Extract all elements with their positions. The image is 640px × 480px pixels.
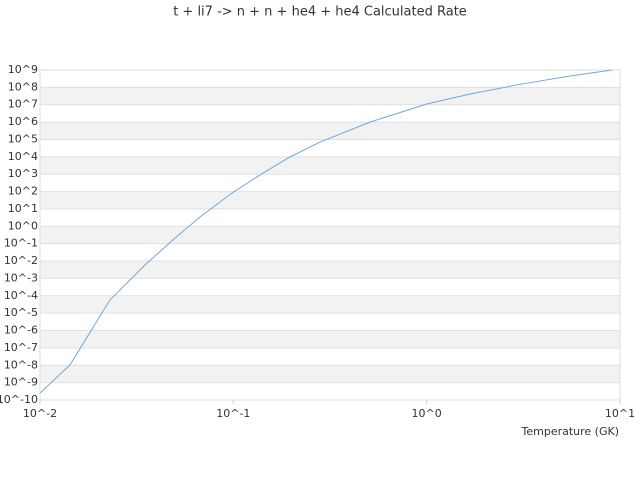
x-axis-label: Temperature (GK) <box>521 425 620 438</box>
grid-band <box>40 261 620 279</box>
y-tick-label: 10^7 <box>8 98 38 111</box>
y-tick-label: 10^9 <box>8 63 38 76</box>
y-tick-label: 10^-10 <box>0 393 38 406</box>
y-tick-label: 10^-6 <box>4 324 38 337</box>
y-tick-label: 10^-1 <box>4 237 38 250</box>
y-tick-label: 10^2 <box>8 185 38 198</box>
x-tick-label: 10^-2 <box>23 407 57 420</box>
x-tick-label: 10^0 <box>412 407 442 420</box>
y-tick-label: 10^0 <box>8 219 38 232</box>
data-line <box>39 69 613 394</box>
grid-band <box>40 365 620 383</box>
plot-frame <box>39 69 621 401</box>
y-tick-label: 10^-5 <box>4 306 38 319</box>
y-tick-label: 10^-9 <box>4 376 38 389</box>
y-tick-label: 10^8 <box>8 80 38 93</box>
grid-band <box>40 156 620 175</box>
y-tick-label: 10^-3 <box>4 271 38 284</box>
grid-band <box>40 87 620 105</box>
y-tick-label: 10^5 <box>8 132 38 145</box>
y-tick-label: 10^-4 <box>4 289 38 302</box>
y-tick-label: 10^-8 <box>4 358 38 371</box>
y-tick-label: 10^-2 <box>4 254 38 267</box>
grid-band <box>40 295 620 314</box>
grid-band <box>40 191 620 209</box>
x-tick-label: 10^1 <box>605 407 635 420</box>
y-tick-label: 10^4 <box>8 150 38 163</box>
y-tick-label: 10^6 <box>8 115 38 128</box>
grid-band <box>40 122 620 140</box>
x-tick-label: 10^-1 <box>216 407 250 420</box>
chart-title: t + li7 -> n + n + he4 + he4 Calculated … <box>173 5 467 20</box>
y-tick-label: 10^3 <box>8 167 38 180</box>
grid-band <box>40 330 620 348</box>
y-tick-label: 10^1 <box>8 202 38 215</box>
grid-band <box>40 226 620 244</box>
y-tick-label: 10^-7 <box>4 341 38 354</box>
